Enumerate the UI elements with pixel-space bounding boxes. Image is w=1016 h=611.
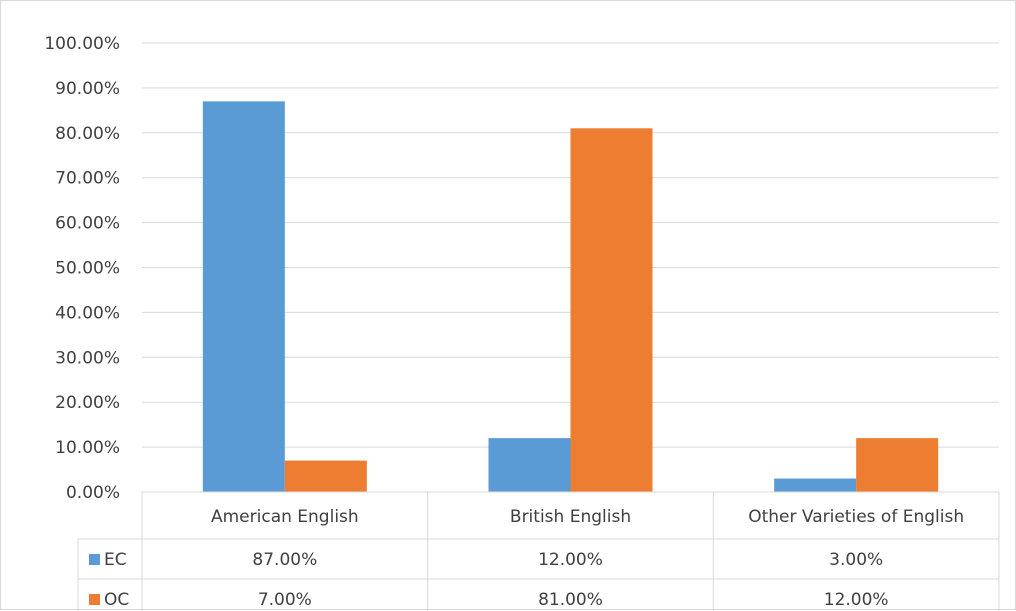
y-tick-label: 90.00% — [55, 79, 120, 99]
data-label-oc: 81.00% — [538, 590, 603, 610]
y-tick-label: 10.00% — [55, 438, 120, 458]
category-label: Other Varieties of English — [748, 507, 964, 527]
legend-label-ec: EC — [104, 550, 127, 570]
bar-oc-1 — [284, 460, 367, 492]
legend-key-ec — [89, 554, 100, 565]
y-tick-label: 100.00% — [44, 34, 120, 54]
data-label-oc: 7.00% — [258, 590, 312, 610]
y-axis: 0.00% 10.00% 20.00% 30.00% 40.00% 50.00% 60.00… — [44, 34, 120, 503]
category-label: American English — [211, 507, 359, 527]
bar-ec-2 — [488, 438, 571, 492]
data-label-ec: 87.00% — [252, 550, 317, 570]
category-label: British English — [510, 507, 631, 527]
bar-oc-3 — [856, 438, 939, 492]
y-tick-label: 80.00% — [55, 124, 120, 144]
bar-oc-2 — [570, 128, 653, 492]
y-tick-label: 60.00% — [55, 214, 120, 234]
y-tick-label: 40.00% — [55, 303, 120, 323]
legend-key-oc — [89, 594, 100, 605]
y-tick-label: 30.00% — [55, 348, 120, 368]
data-table: American English British English Other Var… — [77, 491, 1000, 611]
y-tick-label: 0.00% — [66, 483, 120, 503]
data-label-ec: 3.00% — [829, 550, 883, 570]
bar-ec-3 — [774, 478, 857, 492]
bar-ec-1 — [202, 101, 285, 493]
y-tick-label: 50.00% — [55, 259, 120, 279]
bars — [202, 101, 939, 493]
y-tick-label: 20.00% — [55, 393, 120, 413]
legend-label-oc: OC — [104, 590, 129, 610]
data-label-oc: 12.00% — [824, 590, 889, 610]
data-label-ec: 12.00% — [538, 550, 603, 570]
y-tick-label: 70.00% — [55, 169, 120, 189]
